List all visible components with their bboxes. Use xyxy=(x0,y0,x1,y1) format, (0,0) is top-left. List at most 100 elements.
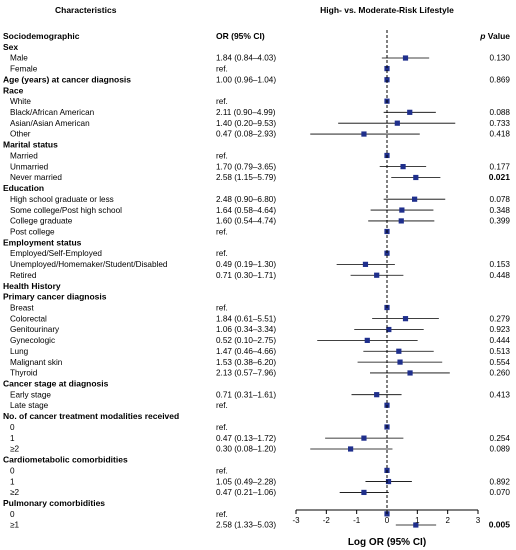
row-or-value: 1.84 (0.61–5.51) xyxy=(216,314,276,323)
row-label: ≥2 xyxy=(10,488,19,497)
estimate-marker xyxy=(402,55,409,61)
estimate-marker xyxy=(407,370,413,376)
row-label: Male xyxy=(10,54,28,63)
row-p-value: 0.348 xyxy=(490,206,511,215)
row-or-value: ref. xyxy=(216,249,228,258)
row-or-value: 0.71 (0.30–1.71) xyxy=(216,271,276,280)
row-label: Lung xyxy=(10,347,29,356)
row-or-value: 1.84 (0.84–4.03) xyxy=(216,54,276,63)
row-p-value: 0.177 xyxy=(490,162,511,171)
row-or-value: 1.06 (0.34–3.34) xyxy=(216,325,276,334)
row-label: Age (years) at cancer diagnosis xyxy=(3,74,131,84)
estimate-marker xyxy=(397,359,403,365)
rows-layer: Sociodemographic OR (95% CI) Sex Male 1.84 (… xyxy=(3,31,510,530)
row-p-value: 0.513 xyxy=(490,347,511,356)
row-label: High school graduate or less xyxy=(10,195,114,204)
estimate-marker xyxy=(407,109,413,115)
row-label: Cardiometabolic comorbidities xyxy=(3,455,128,465)
x-tick-label: 3 xyxy=(476,516,481,525)
row-p-value: 0.923 xyxy=(490,325,511,334)
row-label: Pulmonary comorbidities xyxy=(3,498,105,508)
estimate-marker xyxy=(412,196,418,202)
row-p-value: 0.089 xyxy=(490,445,511,454)
row-p-value: 0.078 xyxy=(490,195,511,204)
row-or-value: OR (95% CI) xyxy=(216,31,265,41)
x-tick-label: 2 xyxy=(445,516,450,525)
row-p-value: 0.021 xyxy=(489,172,511,182)
row-p-value: 0.554 xyxy=(490,358,511,367)
row-or-value: 2.13 (0.57–7.96) xyxy=(216,369,276,378)
row-label: College graduate xyxy=(10,217,73,226)
row-label: Colorectal xyxy=(10,314,47,323)
estimate-marker xyxy=(413,522,419,528)
row-or-value: 1.47 (0.46–4.66) xyxy=(216,347,276,356)
estimate-marker xyxy=(374,272,380,278)
x-tick-label: -1 xyxy=(353,516,361,525)
row-label: Married xyxy=(10,151,38,160)
row-p-value: 0.418 xyxy=(490,130,511,139)
x-tick-label: 1 xyxy=(415,516,420,525)
row-p-value: 0.733 xyxy=(490,119,511,128)
row-or-value: ref. xyxy=(216,304,228,313)
row-or-value: 0.47 (0.13–1.72) xyxy=(216,434,276,443)
row-p-value: 0.260 xyxy=(490,369,511,378)
row-label: Employed/Self-Employed xyxy=(10,249,102,258)
row-or-value: ref. xyxy=(216,423,228,432)
estimate-marker xyxy=(374,392,380,398)
row-label: Female xyxy=(10,65,38,74)
row-or-value: ref. xyxy=(216,401,228,410)
x-axis-label: Log OR (95% CI) xyxy=(348,537,426,548)
row-p-value: 0.130 xyxy=(490,54,511,63)
row-p-value: 0.448 xyxy=(490,271,511,280)
row-p-value: 0.444 xyxy=(490,336,511,345)
row-p-value: 0.279 xyxy=(490,314,511,323)
row-label: Sex xyxy=(3,42,18,52)
row-p-value: 0.070 xyxy=(490,488,511,497)
row-p-value: 0.005 xyxy=(489,520,511,530)
row-or-value: 2.48 (0.90–6.80) xyxy=(216,195,276,204)
row-or-value: 0.49 (0.19–1.30) xyxy=(216,260,276,269)
row-label: Employment status xyxy=(3,237,82,247)
row-label: Unemployed/Homemaker/Student/Disabled xyxy=(10,260,168,269)
row-label: Asian/Asian American xyxy=(10,119,90,128)
row-label: Race xyxy=(3,85,24,95)
ref-marker xyxy=(384,250,390,256)
row-label: Sociodemographic xyxy=(3,31,80,41)
row-or-value: ref. xyxy=(216,151,228,160)
estimate-marker xyxy=(402,316,409,322)
row-label: Never married xyxy=(10,173,62,182)
row-or-value: ref. xyxy=(216,466,228,475)
estimate-marker xyxy=(384,77,390,83)
row-or-value: 1.60 (0.54–4.74) xyxy=(216,217,276,226)
estimate-marker xyxy=(361,435,367,441)
row-label: Gynecologic xyxy=(10,336,55,345)
row-label: Thyroid xyxy=(10,369,38,378)
row-label: Unmarried xyxy=(10,162,49,171)
row-p-value: 0.254 xyxy=(490,434,511,443)
row-or-value: 0.30 (0.08–1.20) xyxy=(216,445,276,454)
chart-title: High- vs. Moderate-Risk Lifestyle xyxy=(320,5,454,15)
row-p-value: 0.413 xyxy=(490,390,511,399)
estimate-marker xyxy=(385,478,392,485)
x-tick-label: -3 xyxy=(292,516,300,525)
row-label: ≥2 xyxy=(10,445,19,454)
estimate-marker xyxy=(399,207,405,213)
row-or-value: ref. xyxy=(216,510,228,519)
characteristics-header: Characteristics xyxy=(55,5,117,15)
row-p-value: 0.892 xyxy=(490,477,511,486)
x-tick-label: -2 xyxy=(323,516,331,525)
row-or-value: 0.52 (0.10–2.75) xyxy=(216,336,276,345)
row-or-value: 1.64 (0.58–4.64) xyxy=(216,206,276,215)
estimate-marker xyxy=(361,489,367,496)
row-or-value: 0.47 (0.08–2.93) xyxy=(216,130,276,139)
row-label: Breast xyxy=(10,304,34,313)
row-p-value: 0.088 xyxy=(490,108,511,117)
x-tick-label: 0 xyxy=(385,516,390,525)
row-label: No. of cancer treatment modalities recei… xyxy=(3,411,179,421)
estimate-marker xyxy=(394,120,400,126)
estimate-marker xyxy=(361,131,367,137)
row-or-value: 2.11 (0.90–4.99) xyxy=(216,108,276,117)
row-label: 1 xyxy=(10,434,15,443)
estimate-marker xyxy=(398,218,404,224)
